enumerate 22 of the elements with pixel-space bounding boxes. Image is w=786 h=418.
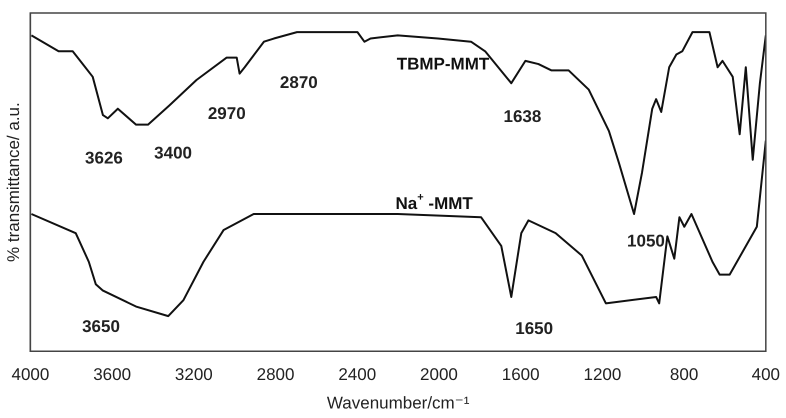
x-tick-label: 4000 xyxy=(11,365,50,384)
annotation: 2970 xyxy=(208,104,246,124)
x-tick-label: 800 xyxy=(670,365,698,384)
x-tick-label: 2000 xyxy=(420,365,458,384)
x-tick-label: 400 xyxy=(752,365,780,384)
annotation: 3650 xyxy=(82,317,120,336)
annotation: 1050 xyxy=(627,231,665,250)
x-tick-label: 3600 xyxy=(93,365,132,384)
annotation: 3626 xyxy=(85,148,123,168)
series-label: Na+ -MMT xyxy=(396,192,474,214)
annotation: 2870 xyxy=(280,73,318,92)
x-tick-label: 2400 xyxy=(338,365,376,384)
y-axis-title: % transmittance/ a.u. xyxy=(4,102,23,262)
x-axis-title: Wavenumber/cm⁻¹ xyxy=(326,393,470,412)
x-tick-label: 1600 xyxy=(502,365,540,384)
annotation: 1638 xyxy=(503,107,542,126)
annotation: 3400 xyxy=(154,143,192,162)
annotation: 1650 xyxy=(515,319,554,338)
x-tick-label: 2800 xyxy=(256,365,294,384)
x-tick-label: 1200 xyxy=(583,365,622,384)
series-label: TBMP-MMT xyxy=(396,54,490,74)
x-tick-label: 3200 xyxy=(174,365,213,384)
